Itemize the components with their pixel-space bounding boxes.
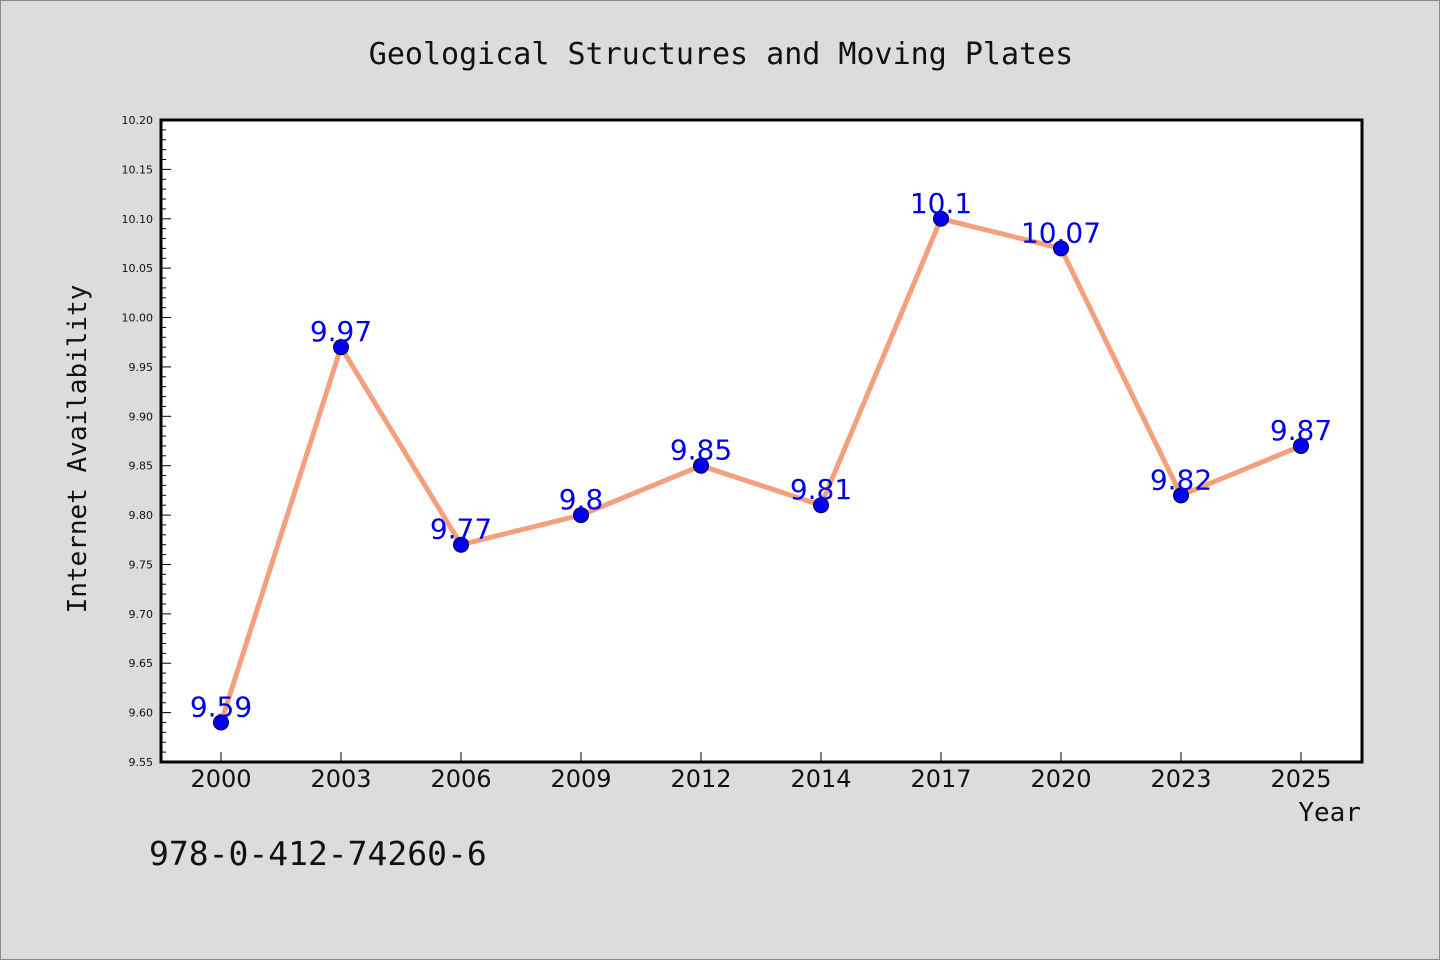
y-tick-label: 10.15 — [122, 163, 154, 176]
y-tick-label: 9.90 — [129, 410, 154, 423]
x-axis-ticks: 2000 2003 2006 2009 2012 2014 2017 2020 2023 2025 — [190, 752, 1332, 793]
data-point — [1053, 240, 1069, 257]
data-label: 9.81 — [790, 473, 852, 506]
x-tick-label: 2023 — [1150, 765, 1211, 793]
y-tick-label: 9.70 — [129, 608, 154, 621]
data-point — [693, 457, 709, 474]
x-tick-label: 2006 — [430, 765, 491, 793]
y-tick-label: 9.85 — [129, 460, 154, 473]
x-axis-label: Year — [1298, 798, 1361, 828]
data-point — [813, 497, 829, 514]
y-tick-label: 9.65 — [129, 657, 154, 670]
y-tick-label: 9.75 — [129, 558, 154, 571]
data-point — [573, 507, 589, 524]
y-axis-label: Internet Availability — [63, 285, 93, 614]
isbn-footer: 978-0-412-74260-6 — [149, 834, 487, 873]
data-point — [1293, 437, 1309, 454]
y-tick-label: 9.60 — [129, 707, 154, 720]
data-label: 10.1 — [910, 187, 972, 220]
data-point — [933, 210, 949, 227]
x-tick-label: 2014 — [790, 765, 851, 793]
data-point — [1173, 487, 1189, 504]
plot-area — [159, 118, 1364, 764]
x-tick-label: 2012 — [670, 765, 731, 793]
data-label: 9.97 — [310, 315, 372, 348]
series-layer: 9.59 9.97 9.77 9.8 9.85 9.81 10.1 10.07 9.82 9.87 — [190, 187, 1332, 731]
data-label: 10.07 — [1021, 216, 1101, 249]
data-label: 9.59 — [190, 690, 252, 723]
x-tick-label: 2017 — [910, 765, 971, 793]
y-tick-label: 9.55 — [129, 756, 154, 769]
series-line — [218, 216, 1304, 725]
y-tick-label: 10.05 — [122, 262, 154, 275]
x-tick-label: 2009 — [550, 765, 611, 793]
x-tick-label: 2000 — [190, 765, 251, 793]
data-label: 9.85 — [670, 434, 732, 467]
y-tick-label: 9.80 — [129, 509, 154, 522]
y-tick-label: 10.20 — [122, 114, 154, 127]
data-label: 9.77 — [430, 513, 492, 546]
y-tick-label: 10.00 — [122, 312, 154, 325]
x-tick-label: 2025 — [1270, 765, 1331, 793]
data-label: 9.8 — [559, 483, 604, 516]
data-point — [453, 536, 469, 553]
y-tick-label: 9.95 — [129, 361, 154, 374]
data-point — [213, 714, 229, 731]
data-point — [333, 339, 349, 356]
y-axis-ticks: 9.55 9.60 9.65 9.70 9.75 9.80 9.85 9.90 9.95 10.0… — [122, 114, 171, 769]
y-tick-label: 10.10 — [122, 213, 154, 226]
data-label: 9.87 — [1270, 414, 1332, 447]
data-label: 9.82 — [1150, 463, 1212, 496]
x-tick-label: 2003 — [310, 765, 371, 793]
chart-title: Geological Structures and Moving Plates — [369, 37, 1073, 72]
x-tick-label: 2020 — [1030, 765, 1091, 793]
